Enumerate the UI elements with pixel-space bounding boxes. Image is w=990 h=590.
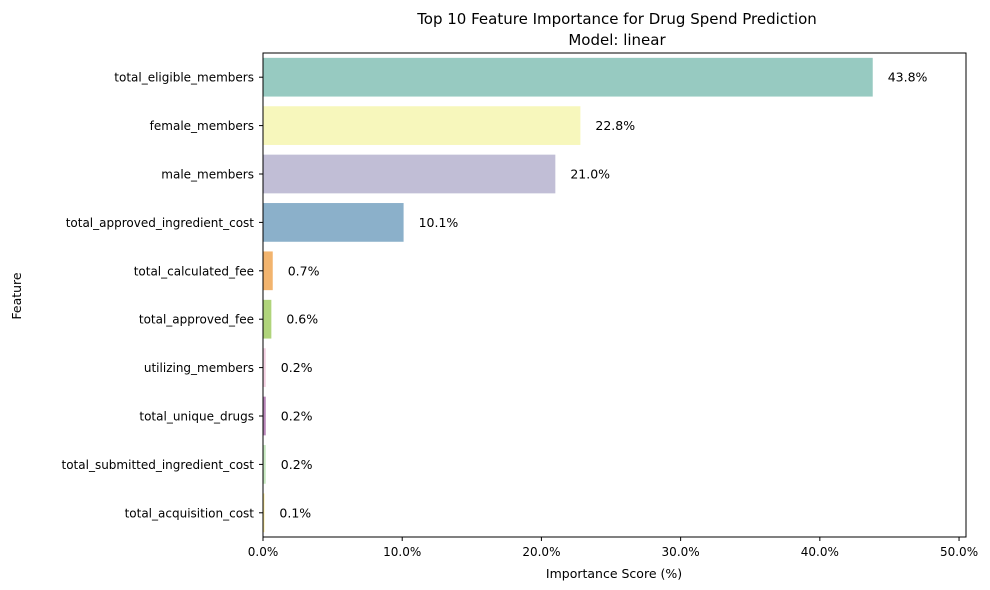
bar-total-approved-ingredient-cost	[263, 203, 404, 242]
plot-frame	[262, 52, 967, 538]
x-tick-label: 20.0%	[522, 545, 560, 559]
x-tick-label: 40.0%	[801, 545, 839, 559]
x-tick-label: 50.0%	[940, 545, 978, 559]
bar-male-members	[263, 154, 556, 194]
data-label-female-members: 22.8%	[595, 118, 635, 133]
bar-total-submitted-ingredient-cost	[263, 445, 266, 484]
y-tick-label-total-calculated-fee: total_calculated_fee	[134, 264, 254, 278]
bar-total-unique-drugs	[263, 396, 266, 436]
y-tick-label-total-acquisition-cost: total_acquisition_cost	[125, 506, 255, 520]
bar-total-calculated-fee	[263, 251, 273, 291]
data-label-total-calculated-fee: 0.7%	[288, 263, 320, 278]
data-label-male-members: 21.0%	[570, 167, 610, 182]
bar-total-approved-fee	[263, 299, 272, 339]
bar-utilizing-members	[263, 348, 266, 387]
y-tick-label-total-unique-drugs: total_unique_drugs	[139, 410, 254, 424]
chart-title: Top 10 Feature Importance for Drug Spend…	[416, 10, 817, 28]
x-tick-label: 0.0%	[248, 545, 279, 559]
data-label-utilizing-members: 0.2%	[281, 360, 313, 375]
y-tick-label-total-eligible-members: total_eligible_members	[114, 71, 254, 85]
bars-layer	[263, 57, 873, 533]
y-tick-label-total-approved-fee: total_approved_fee	[139, 313, 254, 327]
data-label-total-approved-ingredient-cost: 10.1%	[419, 215, 459, 230]
data-labels-layer: 43.8% 22.8% 21.0% 10.1% 0.7% 0.6% 0.2% 0.2% 0.2%…	[279, 70, 927, 521]
y-tick-label-female-members: female_members	[150, 119, 254, 133]
y-axis-ticks: total_eligible_members female_membersmale…	[62, 71, 263, 520]
bar-female-members	[263, 106, 581, 145]
bar-total-eligible-members	[263, 57, 873, 97]
y-tick-label-total-approved-ingredient-cost: total_approved_ingredient_cost	[66, 216, 255, 230]
y-axis-label: Feature	[9, 272, 24, 320]
x-axis-label: Importance Score (%)	[546, 566, 682, 581]
data-label-total-unique-drugs: 0.2%	[281, 409, 313, 424]
y-tick-label-total-submitted-ingredient-cost: total_submitted_ingredient_cost	[62, 458, 255, 472]
data-label-total-eligible-members: 43.8%	[888, 70, 928, 85]
x-axis-ticks: 0.0% 10.0% 20.0% 30.0% 40.0% 50.0%	[248, 537, 978, 559]
data-label-total-submitted-ingredient-cost: 0.2%	[281, 457, 313, 472]
chart-subtitle: Model: linear	[568, 31, 666, 49]
data-label-total-acquisition-cost: 0.1%	[279, 505, 311, 520]
y-tick-label-utilizing-members: utilizing_members	[144, 361, 254, 375]
data-label-total-approved-fee: 0.6%	[286, 312, 318, 327]
y-tick-label-male-members: male_members	[161, 168, 254, 182]
x-tick-label: 30.0%	[662, 545, 700, 559]
x-tick-label: 10.0%	[383, 545, 421, 559]
bar-total-acquisition-cost	[263, 493, 265, 533]
